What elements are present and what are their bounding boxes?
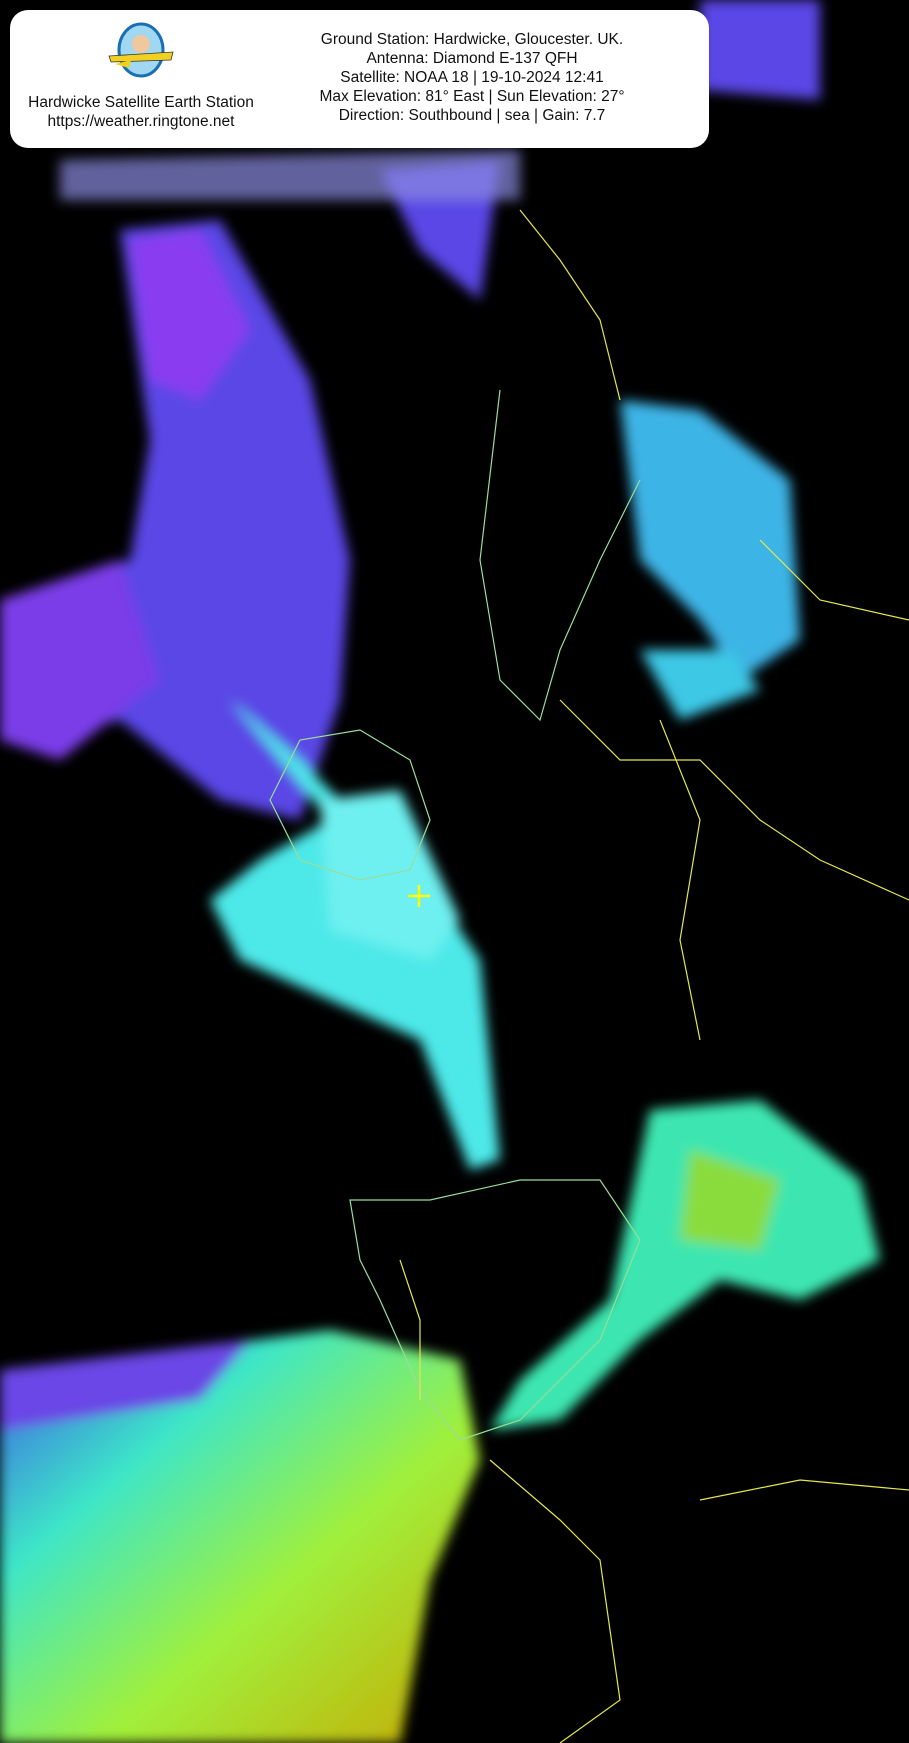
pass-details: Ground Station: Hardwicke, Gloucester. U… bbox=[272, 30, 672, 125]
ground-station-marker bbox=[408, 885, 430, 907]
cloud-cover bbox=[0, 0, 880, 1743]
elevation-text: Max Elevation: 81° East | Sun Elevation:… bbox=[319, 88, 625, 105]
direction-text: Direction: Southbound | sea | Gain: 7.7 bbox=[338, 107, 606, 124]
station-url[interactable]: https://weather.ringtone.net bbox=[47, 113, 235, 130]
station-name: Hardwicke Satellite Earth Station bbox=[28, 94, 254, 111]
station-logo bbox=[108, 22, 174, 78]
pass-info-panel: Hardwicke Satellite Earth Station https:… bbox=[10, 10, 709, 148]
satellite-text: Satellite: NOAA 18 | 19-10-2024 12:41 bbox=[340, 69, 604, 86]
ground-station-text: Ground Station: Hardwicke, Gloucester. U… bbox=[320, 31, 624, 48]
station-block: Hardwicke Satellite Earth Station https:… bbox=[10, 22, 272, 131]
coastlines bbox=[269, 209, 909, 1743]
antenna-text: Antenna: Diamond E-137 QFH bbox=[366, 50, 578, 67]
